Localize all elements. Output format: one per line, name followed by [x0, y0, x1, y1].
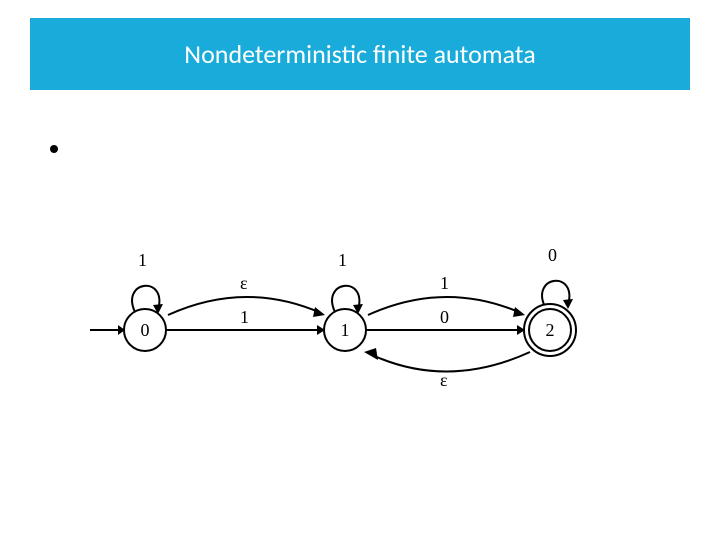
state-q2-label: 2 [546, 320, 555, 341]
edge-label-q1-q2-zero: 0 [440, 307, 449, 328]
edge-label-q0-self: 1 [138, 250, 147, 271]
edge-label-q0-q1-eps: ε [240, 273, 248, 294]
edge-label-q0-q1-one: 1 [240, 307, 249, 328]
edge-label-q2-self: 0 [548, 245, 557, 266]
state-q2: 2 [528, 308, 572, 352]
edge-label-q2-q1-eps: ε [440, 370, 448, 391]
nfa-diagram: 1 0 ε 1 1 1 1 0 ε [85, 240, 625, 420]
state-q0-label: 0 [141, 320, 150, 341]
title-bar: Nondeterministic finite automata [30, 18, 690, 90]
bullet-point [50, 145, 58, 153]
initial-arrow [90, 322, 125, 338]
edge-label-q1-self: 1 [338, 250, 347, 271]
slide-title: Nondeterministic finite automata [184, 38, 535, 70]
state-q1-label: 1 [341, 320, 350, 341]
edge-label-q1-q2-one: 1 [440, 273, 449, 294]
state-q0: 0 [123, 308, 167, 352]
